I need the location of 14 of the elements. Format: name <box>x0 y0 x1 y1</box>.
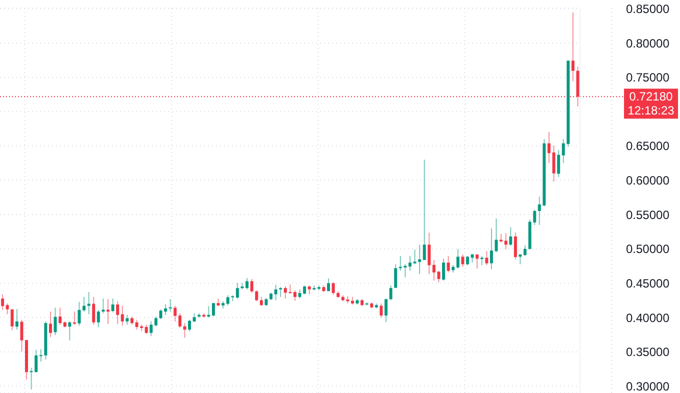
text: 12:18:23 <box>628 104 675 118</box>
y-tick-label: 0.45000 <box>626 276 670 290</box>
y-tick-label: 0.75000 <box>626 70 670 85</box>
y-tick-label: 0.55000 <box>626 208 670 222</box>
ref-line-label: 0.72180 <box>629 90 674 104</box>
y-tick-label: 0.30000 <box>626 379 670 393</box>
y-tick-label: 0.85000 <box>626 2 670 16</box>
y-tick-label: 0.60000 <box>626 174 670 188</box>
y-tick-label: 0.65000 <box>626 139 670 154</box>
y-tick-label: 0.40000 <box>626 310 670 325</box>
y-tick-label: 0.35000 <box>626 345 670 360</box>
y-tick-label: 0.80000 <box>626 36 670 50</box>
candlestick <box>212 302 215 317</box>
y-tick-label: 0.50000 <box>626 242 670 256</box>
